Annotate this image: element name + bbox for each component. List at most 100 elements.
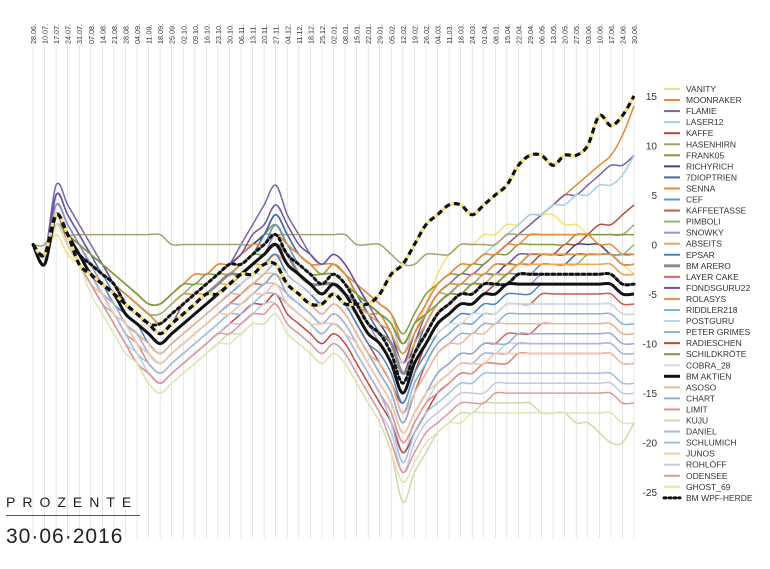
series-line-bm-aktien: [31, 212, 635, 395]
x-tick-label: 02.10.: [179, 24, 188, 44]
legend: VANITYMOONRAKERFLAMIELASER12KAFFEHASENHI…: [662, 84, 753, 503]
x-tick-label: 23.10.: [214, 24, 223, 44]
caption-label: PROZENTE: [6, 494, 139, 510]
series-lines: [31, 95, 636, 503]
x-tick-label: 15.04.: [503, 24, 512, 44]
x-tick-label: 10.06.: [595, 24, 604, 44]
x-tick-label: 20.05.: [561, 24, 570, 44]
x-tick-label: 24.03.: [468, 24, 477, 44]
x-tick-label: 14.08.: [98, 24, 107, 44]
x-tick-label: 09.10.: [191, 24, 200, 44]
x-tick-label: 25.12.: [318, 24, 327, 44]
legend-label: FRANK05: [686, 150, 725, 160]
x-tick-label: 28.08.: [121, 24, 130, 44]
legend-label: BM AKTIEN: [686, 371, 731, 381]
legend-label: KUJU: [686, 416, 708, 426]
y-tick-label: -20: [643, 439, 658, 450]
series-line-junos: [32, 223, 635, 434]
x-tick-label: 15.01.: [353, 24, 362, 44]
series-line-ghost-69: [32, 223, 635, 484]
x-tick-label: 10.07.: [41, 24, 50, 44]
x-tick-label: 08.01.: [491, 24, 500, 44]
y-tick-label: -15: [643, 389, 658, 400]
x-tick-label: 28.06.: [29, 24, 38, 44]
x-tick-label: 29.01.: [376, 24, 385, 44]
x-tick-label: 08.01.: [341, 24, 350, 44]
legend-label: RICHYRICH: [686, 161, 733, 171]
legend-label: VANITY: [686, 84, 716, 94]
x-tick-label: 01.04.: [480, 24, 489, 44]
x-tick-label: 22.01.: [364, 24, 373, 44]
x-tick-label: 30.10.: [225, 24, 234, 44]
legend-label: FONDSGURU22: [686, 283, 751, 293]
legend-label: ROHLÖFF: [686, 460, 727, 470]
x-tick-label: 20.11.: [260, 25, 269, 44]
x-tick-label: 27.05.: [572, 24, 581, 44]
x-tick-label: 24.06.: [618, 24, 627, 44]
x-tick-label: 11.09.: [145, 25, 154, 44]
x-tick-label: 29.04.: [526, 24, 535, 44]
legend-label: SCHLUMICH: [686, 438, 737, 448]
legend-label: PIMBOLI: [686, 217, 720, 227]
legend-label: 7DIOPTRIEN: [686, 172, 737, 182]
legend-label: MOONRAKER: [686, 95, 742, 105]
legend-label: SENNA: [686, 183, 716, 193]
legend-label: BM ARERO: [686, 261, 731, 271]
x-tick-label: 26.02.: [422, 24, 431, 44]
x-tick-label: 02.01.: [330, 24, 339, 44]
x-tick-label: 18.09.: [156, 24, 165, 44]
vertical-gridlines: [32, 45, 635, 538]
x-tick-label: 04.09.: [133, 24, 142, 44]
x-tick-label: 13.11.: [249, 25, 258, 44]
x-tick-label: 12.02.: [399, 24, 408, 44]
series-line-odensee: [32, 223, 635, 474]
series-line-vanity-lead-overlay: [31, 95, 636, 336]
legend-label: CEF: [686, 195, 703, 205]
legend-label: CHART: [686, 393, 715, 403]
legend-label: COBRA_28: [686, 360, 731, 370]
series-line-rolasys: [32, 213, 635, 355]
legend-label: POSTGURU: [686, 316, 734, 326]
legend-label: SNOWKY: [686, 228, 724, 238]
x-tick-label: 18.03.: [457, 24, 466, 44]
x-tick-label: 17.07.: [52, 24, 61, 44]
y-tick-label: 15: [646, 92, 658, 103]
legend-label: KAFFE: [686, 128, 714, 138]
legend-label: JUNOS: [686, 449, 715, 459]
legend-label: ABSEITS: [686, 239, 722, 249]
x-tick-label: 31.07.: [75, 24, 84, 44]
legend-label: HASENHIRN: [686, 139, 736, 149]
x-tick-label: 11.03.: [445, 25, 454, 44]
legend-label: RADIESCHEN: [686, 338, 742, 348]
x-tick-label: 18.12.: [306, 24, 315, 44]
legend-label: ASOSO: [686, 382, 717, 392]
x-tick-label: 11.12.: [295, 25, 304, 44]
y-axis-tick-labels: 15 10 5 0 -5 -10 -15 -20 -25: [643, 92, 658, 499]
y-tick-label: 5: [651, 191, 657, 202]
legend-label: ROLASYS: [686, 294, 726, 304]
legend-label: EPSAR: [686, 250, 715, 260]
legend-label: KAFFEETASSE: [686, 206, 747, 216]
x-tick-label: 04.03.: [434, 24, 443, 44]
x-tick-label: 07.08.: [87, 24, 96, 44]
y-tick-label: 0: [651, 241, 657, 252]
x-tick-label: 03.06.: [584, 24, 593, 44]
y-tick-label: -5: [648, 290, 657, 301]
x-tick-label: 22.04.: [514, 24, 523, 44]
series-line-daniel: [32, 213, 635, 434]
caption-date: 30·06·2016: [6, 525, 124, 548]
x-tick-label: 21.08.: [110, 24, 119, 44]
legend-label: LAYER CAKE: [686, 272, 739, 282]
legend-label: LIMIT: [686, 404, 708, 414]
legend-label: RIDDLER218: [686, 305, 738, 315]
x-tick-label: 30.06.: [630, 24, 639, 44]
y-tick-label: -25: [643, 488, 658, 499]
x-tick-label: 27.11.: [272, 25, 281, 44]
series-line-vanity-lead: [31, 95, 636, 336]
legend-label: DANIEL: [686, 427, 717, 437]
legend-label: GHOST_69: [686, 482, 731, 492]
x-tick-label: 04.12.: [283, 24, 292, 44]
x-tick-label: 17.06.: [607, 24, 616, 44]
x-tick-label: 13.05.: [549, 24, 558, 44]
